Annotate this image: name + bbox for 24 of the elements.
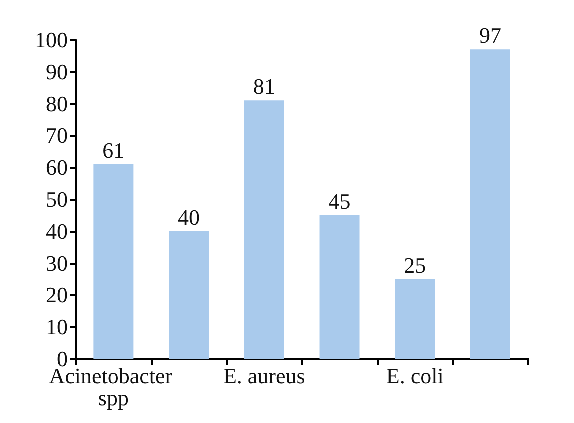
bar [320,215,360,359]
y-tick-label: 30 [46,250,68,276]
bar [395,279,436,359]
y-tick-label: 90 [46,59,68,84]
data-label: 25 [404,252,426,278]
data-label: 45 [328,188,351,214]
y-tick-label: 100 [35,28,68,52]
y-tick-label: 80 [46,91,68,116]
data-label: 97 [479,23,502,48]
y-tick-label: 40 [46,218,68,244]
data-label: 61 [102,138,125,163]
y-tick-label: 60 [46,155,68,180]
x-tick-label: E. aureus [223,364,306,388]
data-label: 81 [253,74,276,100]
y-tick-label: 20 [46,282,68,308]
bar [470,50,510,359]
y-tick-label: 70 [46,123,68,148]
x-tick-label: E. coli [386,364,444,388]
y-tick-label: 10 [46,314,68,340]
y-tick-label: 50 [46,187,68,212]
bar [169,231,210,359]
bar [244,100,284,359]
data-label: 40 [178,204,200,230]
bar [94,164,134,359]
